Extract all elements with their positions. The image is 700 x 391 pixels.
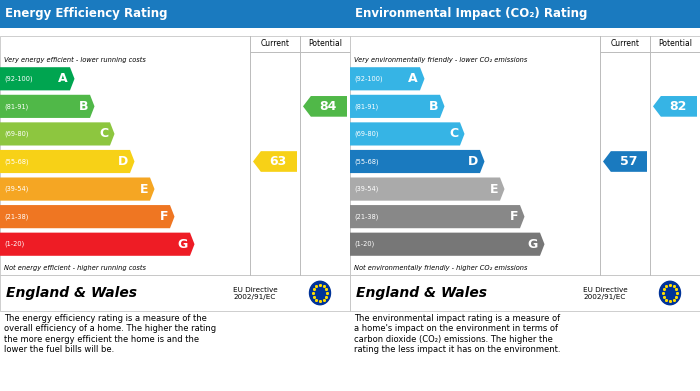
- Bar: [0, 0, 350, 28]
- Bar: [0, 275, 350, 311]
- Text: G: G: [528, 238, 538, 251]
- Text: (21-38): (21-38): [4, 213, 29, 220]
- Text: (1-20): (1-20): [354, 241, 374, 248]
- Polygon shape: [653, 96, 697, 117]
- Text: (39-54): (39-54): [4, 186, 29, 192]
- Text: E: E: [139, 183, 148, 196]
- Text: F: F: [160, 210, 168, 223]
- Text: Potential: Potential: [308, 39, 342, 48]
- Polygon shape: [0, 122, 115, 145]
- Text: The energy efficiency rating is a measure of the
overall efficiency of a home. T: The energy efficiency rating is a measur…: [4, 314, 216, 354]
- Text: (39-54): (39-54): [354, 186, 379, 192]
- Polygon shape: [350, 205, 524, 228]
- Text: D: D: [118, 155, 128, 168]
- Text: Not environmentally friendly - higher CO₂ emissions: Not environmentally friendly - higher CO…: [354, 265, 528, 271]
- Text: Energy Efficiency Rating: Energy Efficiency Rating: [5, 7, 167, 20]
- Text: (69-80): (69-80): [354, 131, 379, 137]
- Text: (81-91): (81-91): [4, 103, 28, 109]
- Circle shape: [309, 281, 330, 305]
- Text: (81-91): (81-91): [354, 103, 378, 109]
- Polygon shape: [303, 96, 347, 117]
- Text: Current: Current: [610, 39, 640, 48]
- Text: England & Wales: England & Wales: [356, 286, 487, 300]
- Text: 82: 82: [670, 100, 687, 113]
- Text: England & Wales: England & Wales: [6, 286, 137, 300]
- Bar: [350, 275, 700, 311]
- Text: 57: 57: [620, 155, 637, 168]
- Polygon shape: [0, 67, 74, 90]
- Polygon shape: [350, 67, 424, 90]
- Text: (92-100): (92-100): [4, 75, 33, 82]
- Polygon shape: [350, 122, 465, 145]
- Text: B: B: [428, 100, 438, 113]
- Text: C: C: [99, 127, 108, 140]
- Polygon shape: [350, 150, 484, 173]
- Polygon shape: [253, 151, 297, 172]
- Polygon shape: [350, 233, 545, 256]
- Text: G: G: [178, 238, 188, 251]
- Text: C: C: [449, 127, 458, 140]
- Text: Not energy efficient - higher running costs: Not energy efficient - higher running co…: [4, 265, 146, 271]
- Text: (1-20): (1-20): [4, 241, 25, 248]
- Text: (21-38): (21-38): [354, 213, 379, 220]
- Polygon shape: [0, 150, 134, 173]
- Circle shape: [659, 281, 680, 305]
- Text: Very energy efficient - lower running costs: Very energy efficient - lower running co…: [4, 57, 146, 63]
- Polygon shape: [350, 178, 505, 201]
- Text: Environmental Impact (CO₂) Rating: Environmental Impact (CO₂) Rating: [355, 7, 587, 20]
- Text: (69-80): (69-80): [4, 131, 29, 137]
- Text: (55-68): (55-68): [4, 158, 29, 165]
- Bar: [350, 36, 700, 275]
- Text: EU Directive
2002/91/EC: EU Directive 2002/91/EC: [582, 287, 627, 300]
- Text: D: D: [468, 155, 478, 168]
- Polygon shape: [603, 151, 647, 172]
- Text: (92-100): (92-100): [354, 75, 383, 82]
- Polygon shape: [0, 233, 195, 256]
- Polygon shape: [350, 95, 444, 118]
- Text: The environmental impact rating is a measure of
a home's impact on the environme: The environmental impact rating is a mea…: [354, 314, 561, 354]
- Text: F: F: [510, 210, 518, 223]
- Text: A: A: [58, 72, 68, 85]
- Polygon shape: [0, 95, 94, 118]
- Polygon shape: [0, 178, 155, 201]
- Text: A: A: [408, 72, 418, 85]
- Bar: [0, 36, 350, 275]
- Text: Very environmentally friendly - lower CO₂ emissions: Very environmentally friendly - lower CO…: [354, 57, 527, 63]
- Text: EU Directive
2002/91/EC: EU Directive 2002/91/EC: [232, 287, 277, 300]
- Bar: [350, 0, 700, 28]
- Text: Current: Current: [260, 39, 290, 48]
- Text: E: E: [489, 183, 498, 196]
- Polygon shape: [0, 205, 174, 228]
- Text: 84: 84: [320, 100, 337, 113]
- Text: B: B: [78, 100, 88, 113]
- Text: (55-68): (55-68): [354, 158, 379, 165]
- Text: 63: 63: [270, 155, 287, 168]
- Text: Potential: Potential: [658, 39, 692, 48]
